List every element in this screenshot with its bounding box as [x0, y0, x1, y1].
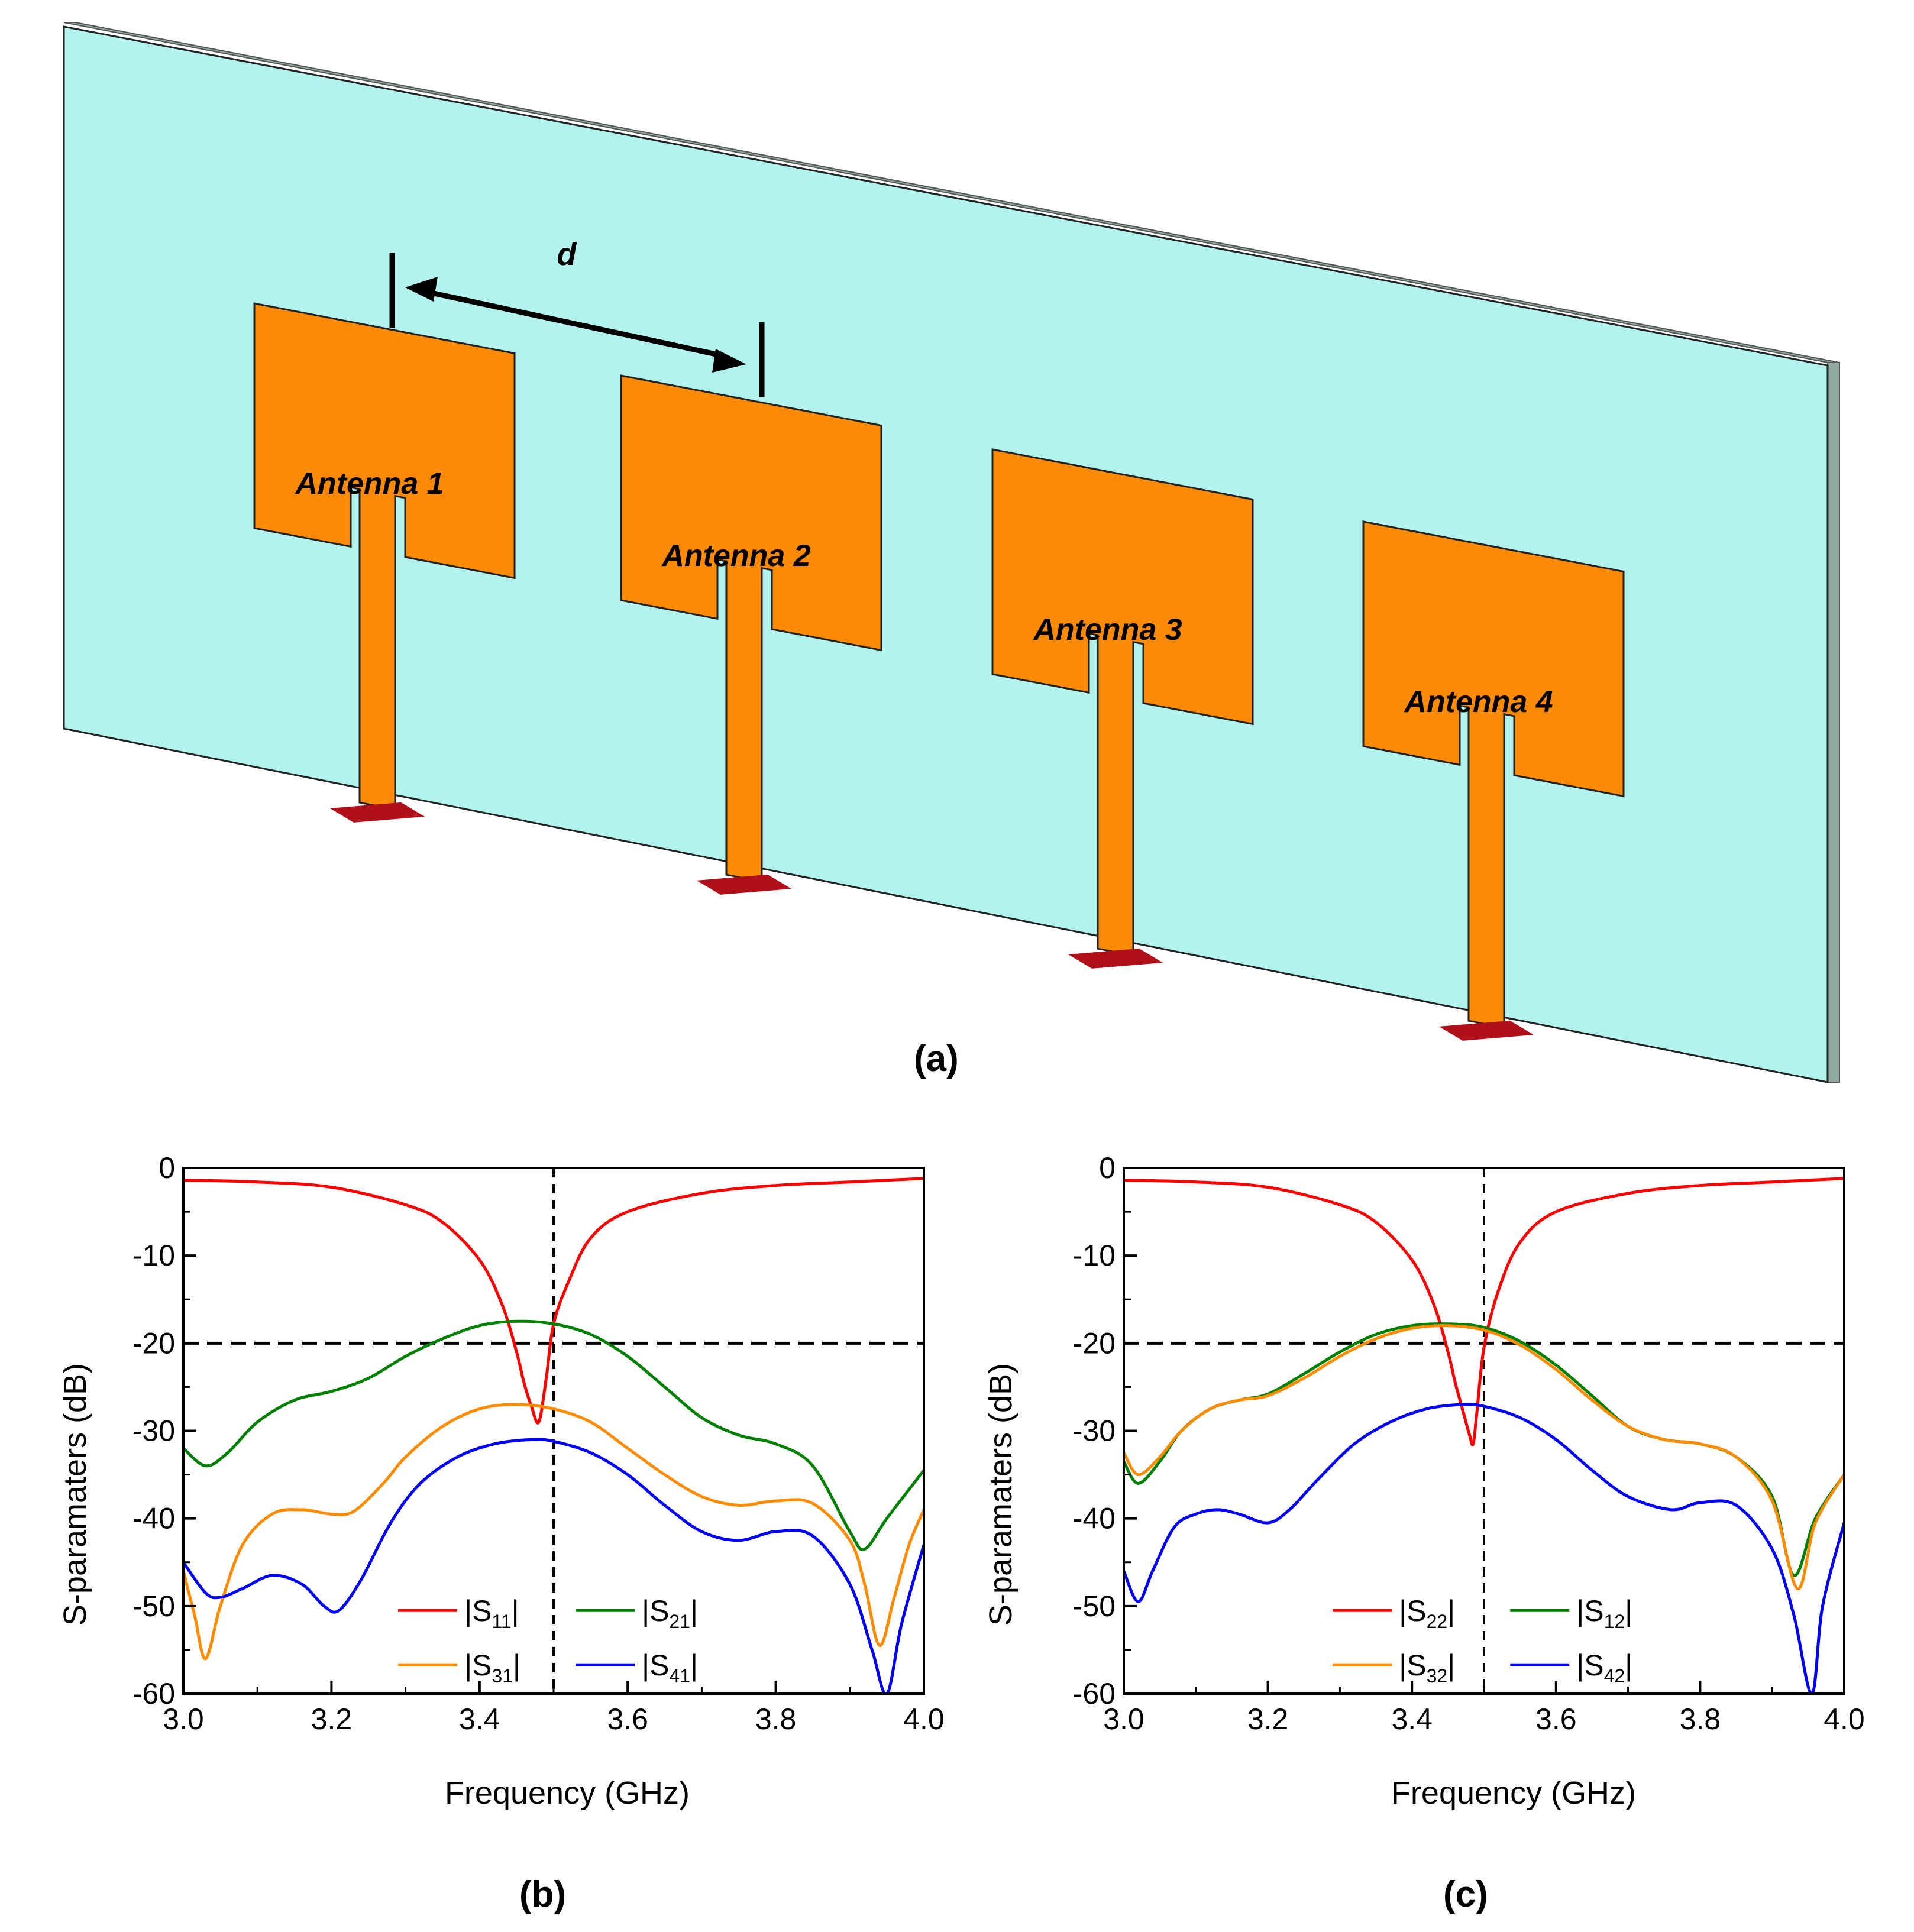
substrate-board	[63, 25, 1829, 1083]
antenna-4: Antenna 4	[1362, 520, 1625, 1041]
y-tick-label: -30	[1073, 1415, 1116, 1448]
x-tick-label: 3.0	[163, 1703, 204, 1736]
panel-label-c: (c)	[1443, 1874, 1488, 1915]
legend-label: |S11|	[464, 1594, 519, 1632]
legend-label: |S42|	[1576, 1649, 1632, 1687]
y-tick-label: 0	[159, 1151, 175, 1185]
y-tick-label: 0	[1099, 1151, 1116, 1185]
s-parameter-chart-b: 3.0 3.2 3.4 3.6 3.8 4.0 0 -10 -20 -30 -40 -50 -60 |S1…	[57, 1151, 945, 1811]
y-tick-label: -50	[1073, 1590, 1116, 1623]
x-tick-label: 4.0	[1824, 1703, 1865, 1736]
series-line-s42	[1124, 1403, 1844, 1694]
legend: |S11| |S21| |S31| |S41|	[398, 1594, 698, 1687]
dimension-arrow-line	[422, 288, 719, 358]
y-tick-label: -10	[132, 1239, 175, 1272]
legend-item: |S11|	[398, 1594, 519, 1632]
legend-label: |S12|	[1576, 1594, 1632, 1632]
y-tick-label: -40	[1073, 1502, 1116, 1535]
legend-item: |S21|	[576, 1594, 698, 1632]
x-tick-label: 3.8	[1680, 1703, 1721, 1736]
legend-item: |S42|	[1510, 1649, 1632, 1687]
legend-item: |S22|	[1333, 1594, 1455, 1632]
y-tick-label: -10	[1073, 1239, 1116, 1272]
y-axis-label: S-paramaters (dB)	[57, 1363, 93, 1626]
y-tick-label: -60	[1073, 1677, 1116, 1710]
y-axis-label: S-paramaters (dB)	[983, 1363, 1019, 1626]
feed-port	[330, 802, 425, 823]
panel-label-a: (a)	[914, 1038, 959, 1079]
legend-item: |S31|	[398, 1649, 520, 1687]
antenna-3: Antenna 3	[991, 448, 1254, 969]
legend-label: |S41|	[642, 1649, 698, 1687]
x-tick-label: 3.4	[459, 1703, 500, 1736]
y-tick-label: -50	[132, 1590, 175, 1623]
x-tick-label: 4.0	[903, 1703, 945, 1736]
series-line-s11	[183, 1177, 924, 1425]
x-tick-label: 3.2	[1247, 1703, 1289, 1736]
y-tick-label: -30	[132, 1415, 175, 1448]
x-tick-label: 3.0	[1103, 1703, 1144, 1736]
antenna-label: Antenna 3	[1032, 613, 1182, 647]
dimension-label: d	[557, 237, 577, 272]
x-axis-label: Frequency (GHz)	[445, 1775, 690, 1811]
series-line-s32	[1124, 1324, 1844, 1590]
antenna-1: Antenna 1	[253, 302, 516, 823]
legend-item: |S12|	[1510, 1594, 1632, 1632]
legend-label: |S31|	[464, 1649, 520, 1687]
legend-label: |S22|	[1399, 1594, 1455, 1632]
antenna-array-diagram: Antenna 1 Antenna 2 Antenna 3 Antenna 4 d	[63, 22, 1840, 1083]
feed-port	[1439, 1020, 1534, 1041]
antenna-2: Antenna 2	[620, 374, 882, 895]
x-tick-label: 3.4	[1391, 1703, 1433, 1736]
y-tick-label: -20	[132, 1326, 175, 1360]
x-tick-label: 3.8	[755, 1703, 797, 1736]
legend-item: |S32|	[1333, 1649, 1455, 1687]
legend: |S22| |S12| |S32| |S42|	[1333, 1594, 1632, 1687]
legend-item: |S41|	[576, 1649, 698, 1687]
y-tick-label: -20	[1073, 1326, 1116, 1360]
dimension-arrowhead-left	[405, 277, 438, 302]
legend-label: |S32|	[1399, 1649, 1455, 1687]
legend-label: |S21|	[642, 1594, 698, 1632]
antenna-label: Antenna 4	[1403, 685, 1553, 719]
x-tick-label: 3.6	[1535, 1703, 1577, 1736]
s-parameter-chart-c: 3.0 3.2 3.4 3.6 3.8 4.0 0 -10 -20 -30 -40 -50 -60 |S2…	[983, 1151, 1865, 1811]
feed-port	[697, 874, 791, 895]
substrate-side-edge	[1827, 362, 1840, 1083]
series-line-s31	[183, 1403, 924, 1661]
dimension-arrowhead-right	[712, 349, 746, 373]
series-line-s22	[1124, 1177, 1844, 1446]
antenna-label: Antenna 1	[294, 467, 444, 501]
y-tick-label: -60	[132, 1677, 175, 1710]
panel-label-b: (b)	[519, 1874, 567, 1915]
y-tick-label: -40	[132, 1502, 175, 1535]
series-line-s21	[183, 1319, 924, 1551]
x-axis-label: Frequency (GHz)	[1391, 1775, 1636, 1811]
x-tick-label: 3.2	[311, 1703, 353, 1736]
feed-port	[1068, 948, 1163, 969]
antenna-label: Antenna 2	[661, 539, 810, 573]
series-line-s41	[183, 1438, 924, 1694]
x-tick-label: 3.6	[607, 1703, 648, 1736]
